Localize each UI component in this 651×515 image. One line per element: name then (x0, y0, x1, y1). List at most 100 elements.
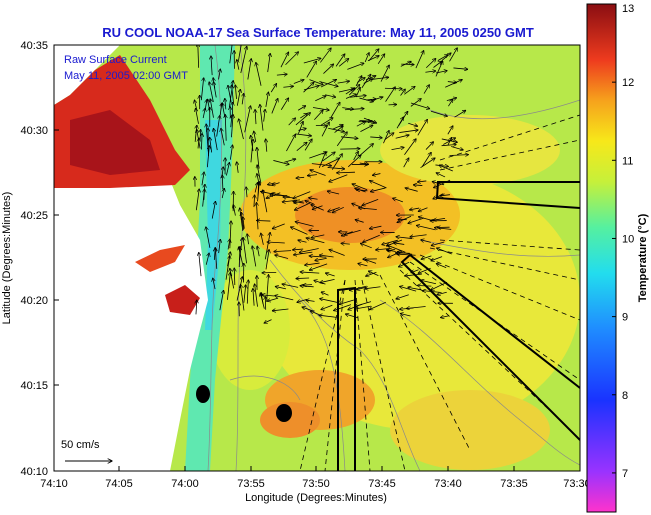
current-vector (206, 124, 209, 152)
x-tick-label: 73:50 (302, 478, 330, 490)
current-vector (359, 120, 371, 121)
current-vector (417, 119, 428, 136)
current-vector (370, 187, 386, 192)
current-vector (354, 305, 372, 309)
current-vector (329, 250, 345, 256)
current-vector (441, 145, 457, 146)
current-vector (358, 208, 377, 210)
colorbar-tick-label: 12 (622, 77, 634, 89)
current-vector (449, 48, 458, 62)
current-vector (219, 290, 224, 311)
current-vector (247, 280, 248, 304)
current-vector (304, 139, 312, 151)
sst-warm-bay (165, 285, 200, 315)
current-vector (436, 264, 447, 269)
current-vector (210, 99, 214, 118)
current-vector (445, 80, 462, 88)
current-vector (431, 241, 445, 246)
current-vector (405, 188, 418, 192)
current-vector (251, 135, 254, 152)
current-vector (296, 142, 307, 151)
current-vector (311, 234, 325, 238)
current-vector (238, 45, 242, 61)
current-vector (435, 71, 447, 74)
current-vector (228, 85, 232, 103)
current-vector (417, 285, 432, 286)
sst-warm-patch (390, 390, 550, 470)
colorbar-tick-label: 11 (622, 155, 633, 167)
current-vector (322, 152, 336, 162)
current-vector (341, 231, 353, 236)
current-vector (396, 294, 409, 299)
current-vector (276, 74, 287, 75)
current-vector (236, 89, 240, 106)
current-vector (340, 137, 358, 139)
current-vector (423, 291, 442, 293)
current-vector (404, 139, 416, 156)
current-vector (233, 205, 235, 216)
current-vector (293, 80, 304, 84)
current-vector (377, 54, 385, 65)
current-vector (353, 151, 359, 161)
current-vector (396, 117, 403, 129)
current-vector (345, 314, 358, 319)
map-frame (53, 44, 581, 472)
current-vector (408, 122, 417, 126)
current-vector (237, 162, 239, 173)
current-vector (298, 128, 306, 130)
current-vector (404, 86, 415, 95)
current-vector (359, 97, 373, 102)
current-vector (309, 256, 327, 257)
current-label: Raw Surface Current (64, 54, 167, 66)
current-vector (391, 147, 405, 151)
current-vector (332, 125, 343, 130)
current-vector (267, 53, 271, 73)
current-vector (321, 304, 333, 309)
current-vector (421, 255, 432, 259)
current-vector (320, 278, 335, 282)
current-vector (370, 137, 382, 138)
current-vector (247, 59, 251, 80)
current-vector (300, 272, 320, 273)
current-vector (352, 184, 368, 191)
current-vector (311, 205, 324, 211)
current-vector (453, 68, 467, 69)
current-vector (256, 62, 262, 86)
current-vector (225, 98, 226, 110)
current-vector (226, 162, 229, 176)
current-vector (400, 314, 411, 317)
current-vector (417, 181, 427, 182)
current-vector (410, 234, 427, 237)
current-vector (332, 206, 344, 212)
current-vector (225, 256, 230, 280)
current-vector (335, 54, 345, 67)
current-vector (312, 107, 329, 111)
colorbar-tick-label: 13 (622, 3, 634, 15)
current-vector (250, 139, 253, 163)
current-vector (331, 154, 342, 170)
current-vector (237, 60, 239, 70)
current-vector (271, 98, 278, 114)
current-vector (399, 130, 418, 133)
current-vector (295, 113, 311, 126)
current-vector (309, 79, 323, 85)
current-vector (239, 119, 244, 140)
current-vector (225, 115, 226, 141)
current-vector (358, 144, 374, 157)
current-vector (421, 280, 437, 285)
current-vector (307, 175, 318, 176)
current-vector (254, 131, 256, 143)
current-vector (341, 243, 350, 244)
current-vector (431, 281, 448, 290)
sst-warm-patch (295, 187, 405, 243)
buoy-marker (196, 385, 210, 403)
current-vector (196, 300, 197, 315)
current-vector (227, 272, 230, 300)
current-vector (264, 232, 270, 260)
current-vector (254, 195, 255, 208)
current-vector (303, 58, 321, 64)
current-vector (441, 316, 450, 318)
current-vector (272, 223, 285, 229)
y-tick-label: 40:25 (20, 210, 48, 222)
y-tick-label: 40:15 (20, 380, 48, 392)
